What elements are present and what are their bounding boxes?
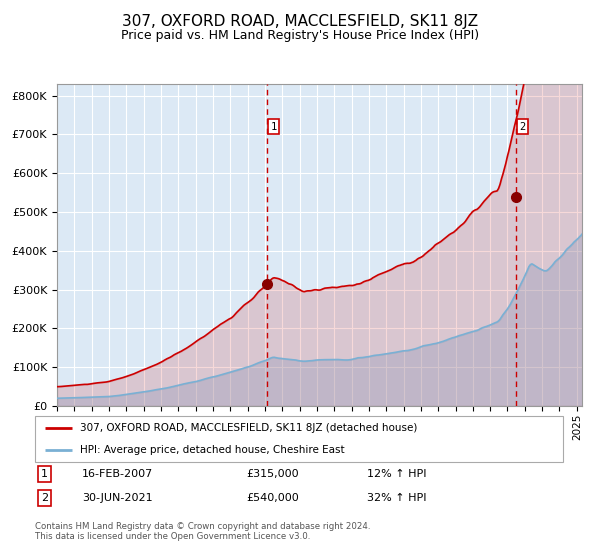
Text: £315,000: £315,000	[246, 469, 299, 479]
Text: 16-FEB-2007: 16-FEB-2007	[82, 469, 154, 479]
Text: HPI: Average price, detached house, Cheshire East: HPI: Average price, detached house, Ches…	[80, 445, 344, 455]
Text: 1: 1	[271, 122, 277, 132]
Text: Contains HM Land Registry data © Crown copyright and database right 2024.
This d: Contains HM Land Registry data © Crown c…	[35, 522, 370, 542]
Text: 32% ↑ HPI: 32% ↑ HPI	[367, 493, 427, 503]
Text: 2: 2	[520, 122, 526, 132]
Text: 30-JUN-2021: 30-JUN-2021	[82, 493, 153, 503]
Text: 1: 1	[41, 469, 48, 479]
Text: 2: 2	[41, 493, 48, 503]
Text: 307, OXFORD ROAD, MACCLESFIELD, SK11 8JZ (detached house): 307, OXFORD ROAD, MACCLESFIELD, SK11 8JZ…	[80, 423, 417, 433]
Text: Price paid vs. HM Land Registry's House Price Index (HPI): Price paid vs. HM Land Registry's House …	[121, 29, 479, 42]
Text: £540,000: £540,000	[246, 493, 299, 503]
Text: 307, OXFORD ROAD, MACCLESFIELD, SK11 8JZ: 307, OXFORD ROAD, MACCLESFIELD, SK11 8JZ	[122, 14, 478, 29]
Text: 12% ↑ HPI: 12% ↑ HPI	[367, 469, 427, 479]
FancyBboxPatch shape	[35, 416, 563, 462]
